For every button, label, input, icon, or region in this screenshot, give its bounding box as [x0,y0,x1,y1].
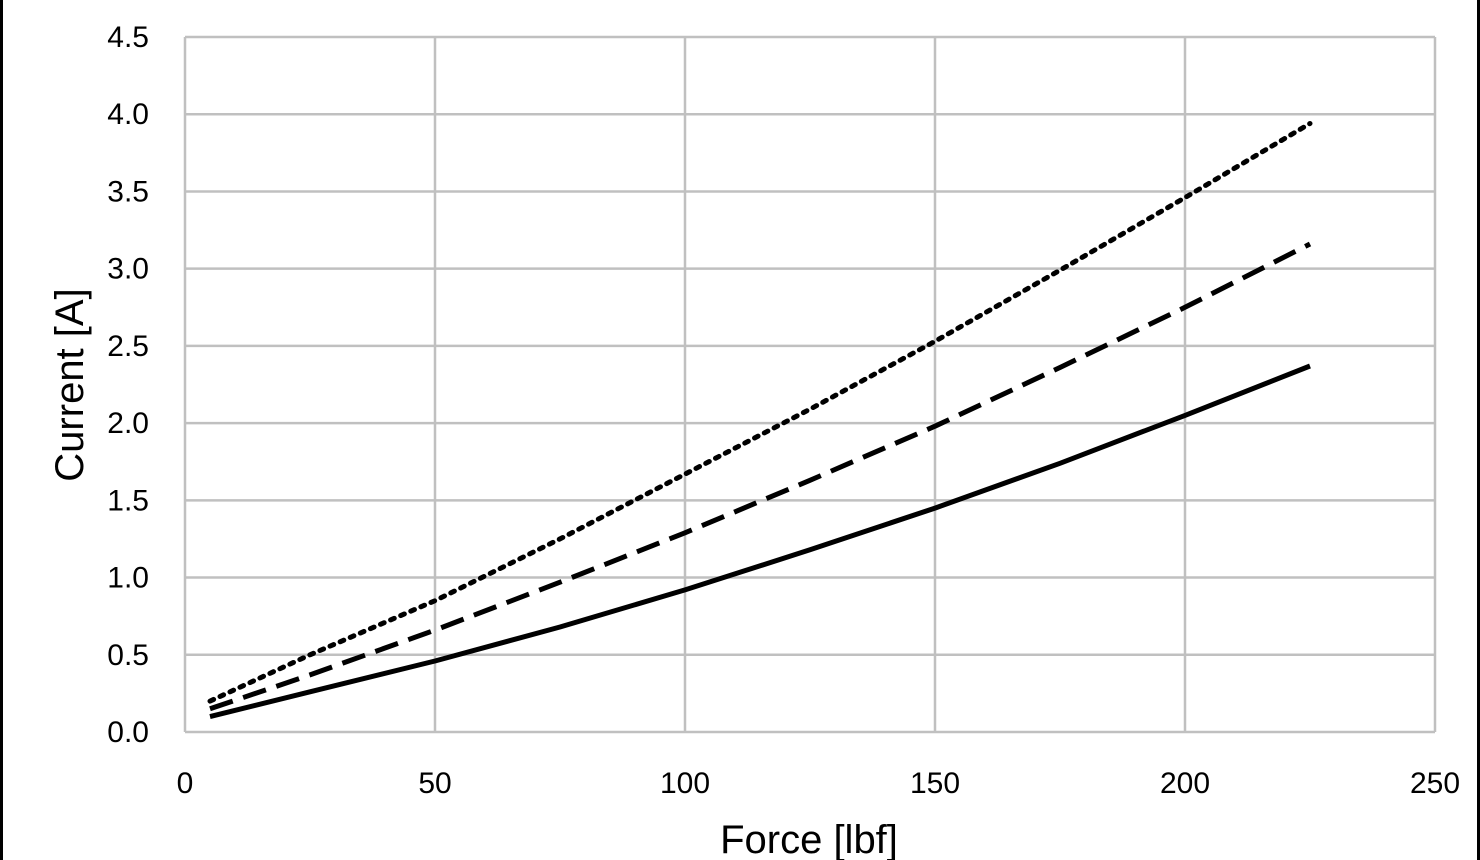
x-axis-title: Force [lbf] [720,818,898,860]
x-tick-label: 0 [177,767,194,800]
series-line-dotted [207,121,1313,704]
y-tick-label: 1.0 [107,562,149,595]
series-line-solid [209,363,1311,720]
line-chart: 0.0 0.5 1.0 1.5 2.0 2.5 3.0 3.5 4.0 4.5 0 50 100 150… [48,21,1460,860]
y-tick-label: 1.5 [107,484,149,517]
y-tick-label: 3.5 [107,175,149,208]
y-tick-label: 4.5 [107,21,149,54]
x-tick-label: 150 [910,767,960,800]
grid [183,35,1437,734]
x-tick-label: 100 [660,767,710,800]
y-tick-label: 3.0 [107,253,149,286]
y-tick-label: 4.0 [107,98,149,131]
y-tick-label: 0.0 [107,716,149,749]
series-group [207,121,1313,720]
x-tick-label: 50 [418,767,451,800]
y-tick-label: 2.5 [107,330,149,363]
y-axis-title: Current [A] [48,288,92,481]
y-tick-label: 0.5 [107,639,149,672]
x-tick-label: 200 [1160,767,1210,800]
series-line-dashed [209,241,1312,712]
x-tick-label: 250 [1410,767,1460,800]
y-tick-label: 2.0 [107,407,149,440]
y-axis-ticks: 0.0 0.5 1.0 1.5 2.0 2.5 3.0 3.5 4.0 4.5 [107,21,149,749]
x-axis-ticks: 0 50 100 150 200 250 [177,767,1460,800]
